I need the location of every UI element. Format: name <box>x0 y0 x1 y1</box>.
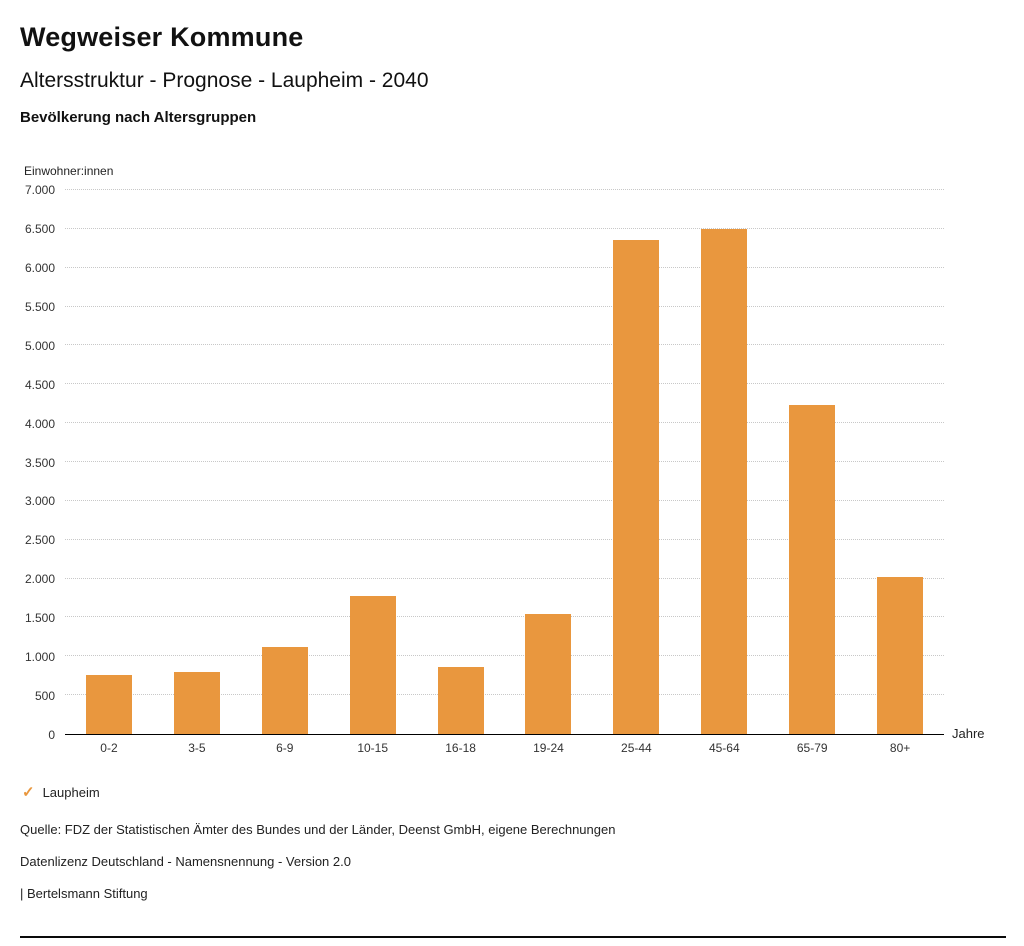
bar-column <box>241 190 329 734</box>
y-tick-label: 6.500 <box>24 221 55 236</box>
y-tick-label: 1.000 <box>24 650 55 665</box>
bar-16-18[interactable] <box>437 667 484 734</box>
x-tick-label: 0-2 <box>100 741 118 755</box>
x-tick-label: 19-24 <box>533 741 564 755</box>
x-tick-label: 25-44 <box>621 741 652 755</box>
bar-25-44[interactable] <box>613 239 660 734</box>
x-tick-label: 80+ <box>889 741 911 755</box>
footer-publisher: | Bertelsmann Stiftung <box>20 886 148 901</box>
chart: 0 500 1.000 1.500 2.000 2.500 3.000 3.500 4.000 4… <box>20 183 985 742</box>
bar-column <box>505 190 593 734</box>
bar-6-9[interactable] <box>261 646 308 734</box>
x-tick-label: 10-15 <box>357 741 389 755</box>
y-tick-label: 0 <box>48 728 55 742</box>
bar-45-64[interactable] <box>701 228 748 734</box>
footer-source: Quelle: FDZ der Statistischen Ämter des … <box>20 822 616 837</box>
y-tick-label: 2.500 <box>24 533 55 548</box>
bar-column <box>768 190 856 734</box>
y-tick-label: 5.000 <box>24 338 55 353</box>
legend-check-icon: ✓ <box>22 784 35 801</box>
bar-column <box>65 190 153 734</box>
bar-80+[interactable] <box>877 577 924 734</box>
y-tick-label: 7.000 <box>24 183 55 197</box>
y-tick-label: 2.000 <box>24 572 55 587</box>
x-tick-label: 3-5 <box>188 741 206 755</box>
y-tick-label: 3.500 <box>24 455 55 470</box>
plot-area: Jahre <box>65 189 985 741</box>
bar-column <box>592 190 680 734</box>
y-tick-label: 3.000 <box>24 494 55 509</box>
y-axis-title: Einwohner:innen <box>24 164 114 178</box>
x-tick-label: 65-79 <box>796 741 828 755</box>
legend-item-laupheim[interactable]: Laupheim <box>42 785 100 800</box>
y-tick-label: 4.500 <box>24 377 55 392</box>
x-axis-title: Jahre <box>952 726 985 741</box>
bar-10-15[interactable] <box>349 595 396 734</box>
chart-section-title: Bevölkerung nach Altersgruppen <box>20 109 257 126</box>
footer-license: Datenlizenz Deutschland - Namensnennung … <box>20 854 351 869</box>
chart-subtitle: Altersstruktur - Prognose - Laupheim - 2… <box>20 69 429 92</box>
bar-column <box>329 190 417 734</box>
bar-column <box>680 190 768 734</box>
bar-19-24[interactable] <box>525 613 572 734</box>
x-axis: 0-2 3-5 6-9 10-15 16-18 19-24 25-44 45-64 65-79 8… <box>65 741 944 755</box>
y-tick-label: 1.500 <box>24 611 55 626</box>
bar-3-5[interactable] <box>173 671 220 734</box>
bar-column <box>153 190 241 734</box>
bar-column <box>417 190 505 734</box>
y-tick-label: 5.500 <box>24 299 55 314</box>
x-tick-label: 6-9 <box>276 741 294 755</box>
x-tick-label: 45-64 <box>708 741 740 755</box>
bar-65-79[interactable] <box>789 405 836 734</box>
bar-column <box>856 190 944 734</box>
legend: ✓ Laupheim <box>22 785 1004 800</box>
y-axis: 0 500 1.000 1.500 2.000 2.500 3.000 3.500 4.000 4… <box>20 183 65 742</box>
footer: Quelle: FDZ der Statistischen Ämter des … <box>20 822 1004 901</box>
y-tick-label: 500 <box>34 689 55 704</box>
page-title: Wegweiser Kommune <box>20 22 304 52</box>
bottom-divider <box>20 936 1006 938</box>
x-tick-label: 16-18 <box>445 741 476 755</box>
bar-0-2[interactable] <box>85 674 132 734</box>
y-tick-label: 4.000 <box>24 416 55 431</box>
y-tick-label: 6.000 <box>24 260 55 275</box>
